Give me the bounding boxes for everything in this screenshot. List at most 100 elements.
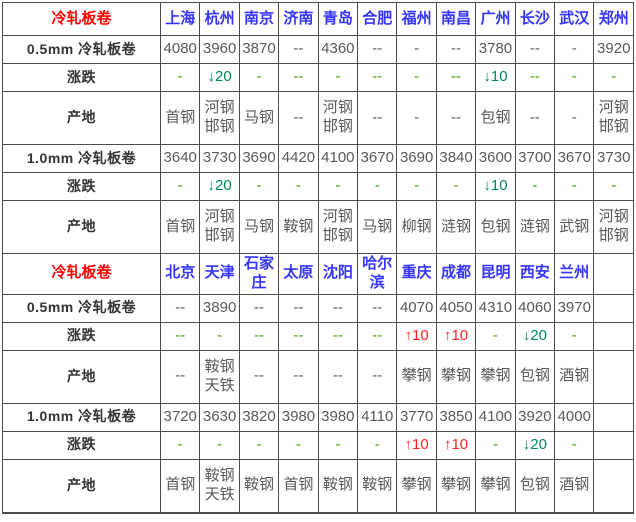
change-cell: - <box>554 430 595 460</box>
price-cell: 3690 <box>396 144 437 173</box>
origin-cell: 酒钢 <box>554 349 595 404</box>
origin-row: 产地 首钢 河钢邯钢 马钢 -- 河钢邯钢 -- - -- 包钢 -- - 河钢邯钢 <box>2 91 634 145</box>
city-header-沈阳[interactable]: 沈阳 <box>317 253 359 295</box>
change-cell: - <box>159 63 201 92</box>
origin-cell <box>593 349 634 404</box>
city-header-合肥[interactable]: 合肥 <box>357 2 398 36</box>
price-cell: - <box>396 35 437 64</box>
origin-cell: 攀钢 <box>435 349 477 404</box>
change-cell: - <box>435 172 477 201</box>
price-row: 1.0mm 冷轧板卷 3720 3630 3820 3980 3980 4110 3770 38… <box>2 402 634 432</box>
city-header-青岛[interactable]: 青岛 <box>317 2 359 36</box>
change-cell: - <box>396 63 437 92</box>
price-cell: 3970 <box>554 293 595 323</box>
city-header-昆明[interactable]: 昆明 <box>475 253 516 295</box>
change-cell: - <box>357 430 398 460</box>
change-row: 涨跌 - ↓20- - - - - - ↓10- - - <box>2 172 634 201</box>
price-cell: -- <box>317 293 359 323</box>
section-header-row: 冷轧板卷 北京 天津 石家庄 太原 沈阳 哈尔滨 重庆 成都 昆明 西安 兰州 <box>2 253 634 295</box>
price-cell: 3870 <box>238 35 280 64</box>
row-label: 0.5mm 冷轧板卷 <box>2 293 161 323</box>
price-cell: 4000 <box>554 402 595 432</box>
change-cell: -- <box>278 321 319 351</box>
origin-cell: 攀钢 <box>396 458 437 513</box>
price-cell: -- <box>435 35 477 64</box>
city-header-郑州[interactable]: 郑州 <box>593 2 634 36</box>
change-cell: -- <box>357 321 398 351</box>
row-label: 产地 <box>2 200 161 254</box>
city-header-武汉[interactable]: 武汉 <box>554 2 595 36</box>
city-header-长沙[interactable]: 长沙 <box>514 2 556 36</box>
steel-price-table-body: 冷轧板卷 上海 杭州 南京 济南 青岛 合肥 福州 南昌 广州 长沙 武汉 郑州 0.5mm 冷轧板卷 40… <box>2 2 634 513</box>
city-header-福州[interactable]: 福州 <box>396 2 437 36</box>
change-cell: - <box>357 172 398 201</box>
change-cell: -- <box>238 321 280 351</box>
city-header-重庆[interactable]: 重庆 <box>396 253 437 295</box>
change-cell: - <box>317 172 359 201</box>
origin-cell: 包钢 <box>475 200 516 254</box>
price-cell: -- <box>278 293 319 323</box>
origin-cell: 鞍钢 <box>278 200 319 254</box>
change-cell: - <box>238 63 280 92</box>
city-header-天津[interactable]: 天津 <box>199 253 240 295</box>
city-header-济南[interactable]: 济南 <box>278 2 319 36</box>
city-header-西安[interactable]: 西安 <box>514 253 556 295</box>
origin-cell: -- <box>159 349 201 404</box>
origin-row: 产地 首钢 河钢邯钢 马钢 鞍钢 河钢邯钢 马钢 柳钢 涟钢 包钢 涟钢 武钢 河钢邯钢 <box>2 200 634 254</box>
city-header-太原[interactable]: 太原 <box>278 253 319 295</box>
price-cell: 4100 <box>317 144 359 173</box>
origin-cell: 河钢邯钢 <box>593 200 634 254</box>
city-header-兰州[interactable]: 兰州 <box>554 253 595 295</box>
origin-cell: 鞍钢 <box>317 458 359 513</box>
price-cell <box>593 293 634 323</box>
change-cell: -- <box>514 63 556 92</box>
change-cell: ↓10 <box>475 63 516 92</box>
change-cell: - <box>475 321 516 351</box>
city-header-北京[interactable]: 北京 <box>159 253 201 295</box>
origin-cell: - <box>554 91 595 145</box>
origin-cell: 包钢 <box>475 91 516 145</box>
city-header-广州[interactable]: 广州 <box>475 2 516 36</box>
city-header-南昌[interactable]: 南昌 <box>435 2 477 36</box>
origin-cell: -- <box>278 91 319 145</box>
city-header-石家庄[interactable]: 石家庄 <box>238 253 280 295</box>
change-cell: ↓20 <box>199 63 240 92</box>
price-cell: -- <box>278 35 319 64</box>
change-cell: - <box>593 172 634 201</box>
price-cell: 3670 <box>357 144 398 173</box>
price-cell: 3670 <box>554 144 595 173</box>
change-cell: ↑10 <box>396 321 437 351</box>
city-header-成都[interactable]: 成都 <box>435 253 477 295</box>
change-cell <box>593 321 634 351</box>
row-label: 1.0mm 冷轧板卷 <box>2 144 161 173</box>
city-header-上海[interactable]: 上海 <box>159 2 201 36</box>
change-cell: - <box>199 430 240 460</box>
section-title: 冷轧板卷 <box>2 2 161 36</box>
row-label: 涨跌 <box>2 63 161 92</box>
price-cell: 4360 <box>317 35 359 64</box>
change-cell: - <box>396 172 437 201</box>
price-cell: 3770 <box>396 402 437 432</box>
origin-cell: -- <box>278 349 319 404</box>
origin-cell: 涟钢 <box>435 200 477 254</box>
price-cell: 3690 <box>238 144 280 173</box>
city-header-南京[interactable]: 南京 <box>238 2 280 36</box>
price-row: 1.0mm 冷轧板卷 3640 3730 3690 4420 4100 3670 3690 38… <box>2 144 634 173</box>
city-header-哈尔滨[interactable]: 哈尔滨 <box>357 253 398 295</box>
origin-cell: 河钢邯钢 <box>317 200 359 254</box>
price-row: 0.5mm 冷轧板卷 4080 3960 3870 -- 4360 -- - -- 3780 -- -… <box>2 35 634 64</box>
price-cell: 3820 <box>238 402 280 432</box>
price-cell: 4100 <box>475 402 516 432</box>
change-cell: ↑10 <box>435 430 477 460</box>
row-label: 涨跌 <box>2 172 161 201</box>
city-header-杭州[interactable]: 杭州 <box>199 2 240 36</box>
price-cell: 3980 <box>278 402 319 432</box>
origin-cell: 河钢邯钢 <box>199 200 240 254</box>
origin-cell: 首钢 <box>278 458 319 513</box>
price-cell: 4110 <box>357 402 398 432</box>
row-label: 产地 <box>2 91 161 145</box>
row-label: 产地 <box>2 349 161 404</box>
change-row: 涨跌 - - - - - - ↑10 ↑10- ↓20- <box>2 430 634 460</box>
origin-cell: -- <box>357 91 398 145</box>
